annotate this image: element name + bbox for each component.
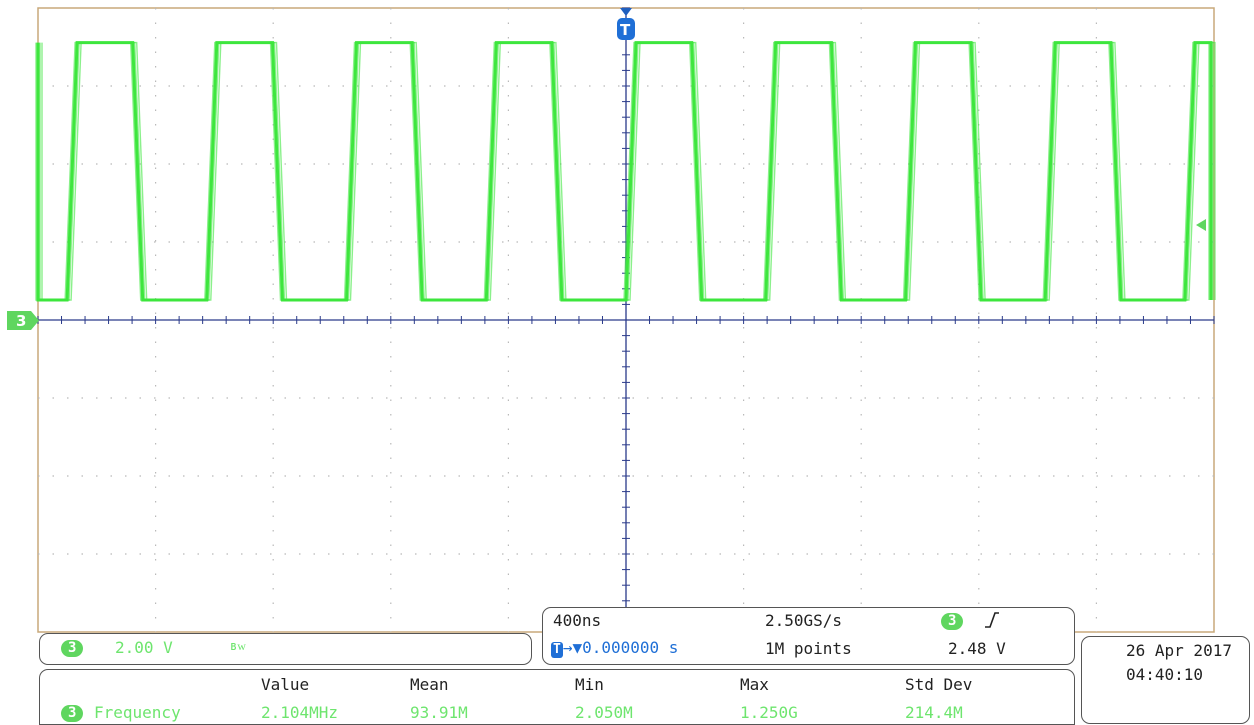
waveform-trace — [35, 41, 1216, 302]
waveform-persistence-line — [41, 41, 1216, 301]
measurement-max: 1.250G — [740, 703, 798, 722]
svg-text:3: 3 — [16, 312, 26, 330]
channel-scale-panel[interactable]: 3 2.00 V ʙᴡ — [39, 633, 532, 665]
measurement-panel[interactable]: Value Mean Min Max Std Dev 3 Frequency 2… — [39, 669, 1075, 725]
trigger-level-icon[interactable] — [1194, 219, 1206, 231]
header-max: Max — [740, 675, 769, 694]
measurement-name: Frequency — [94, 703, 181, 722]
sample-rate: 2.50GS/s — [765, 611, 843, 630]
date-display: 26 Apr 2017 — [1126, 641, 1232, 660]
datetime-panel: 26 Apr 2017 04:40:10 — [1081, 636, 1250, 724]
channel-3-marker[interactable]: 3 — [7, 311, 39, 330]
channel-badge: 3 — [61, 640, 84, 657]
measurement-value: 2.104MHz — [261, 703, 339, 722]
time-display: 04:40:10 — [1126, 665, 1204, 684]
horizontal-trigger-panel[interactable]: 400ns 2.50GS/s 3 T →▼0.000000 s 1M points… — [542, 607, 1075, 665]
header-std-dev: Std Dev — [905, 675, 973, 694]
rising-edge-icon — [985, 612, 999, 628]
arrow-icon: →▼ — [562, 638, 583, 657]
measurement-source-badge: 3 — [61, 705, 84, 722]
header-min: Min — [575, 675, 604, 694]
trigger-position-row: T →▼0.000000 s — [551, 638, 678, 658]
record-length: 1M points — [765, 639, 852, 658]
trigger-t-icon: T — [551, 642, 563, 658]
trigger-source-badge: 3 — [941, 613, 964, 630]
trigger-level: 2.48 V — [948, 639, 1006, 658]
bandwidth-limit-icon: ʙᴡ — [230, 639, 246, 653]
measurement-std-dev: 214.4M — [905, 703, 963, 722]
trigger-position-value: 0.000000 s — [582, 638, 679, 657]
channel-scale: 2.00 V — [115, 638, 173, 657]
header-value: Value — [261, 675, 310, 694]
header-mean: Mean — [410, 675, 449, 694]
svg-text:T: T — [620, 21, 631, 39]
measurement-mean: 93.91M — [410, 703, 468, 722]
trigger-position-icon[interactable]: T — [616, 8, 636, 42]
measurement-min: 2.050M — [575, 703, 633, 722]
time-per-div: 400ns — [553, 611, 602, 630]
